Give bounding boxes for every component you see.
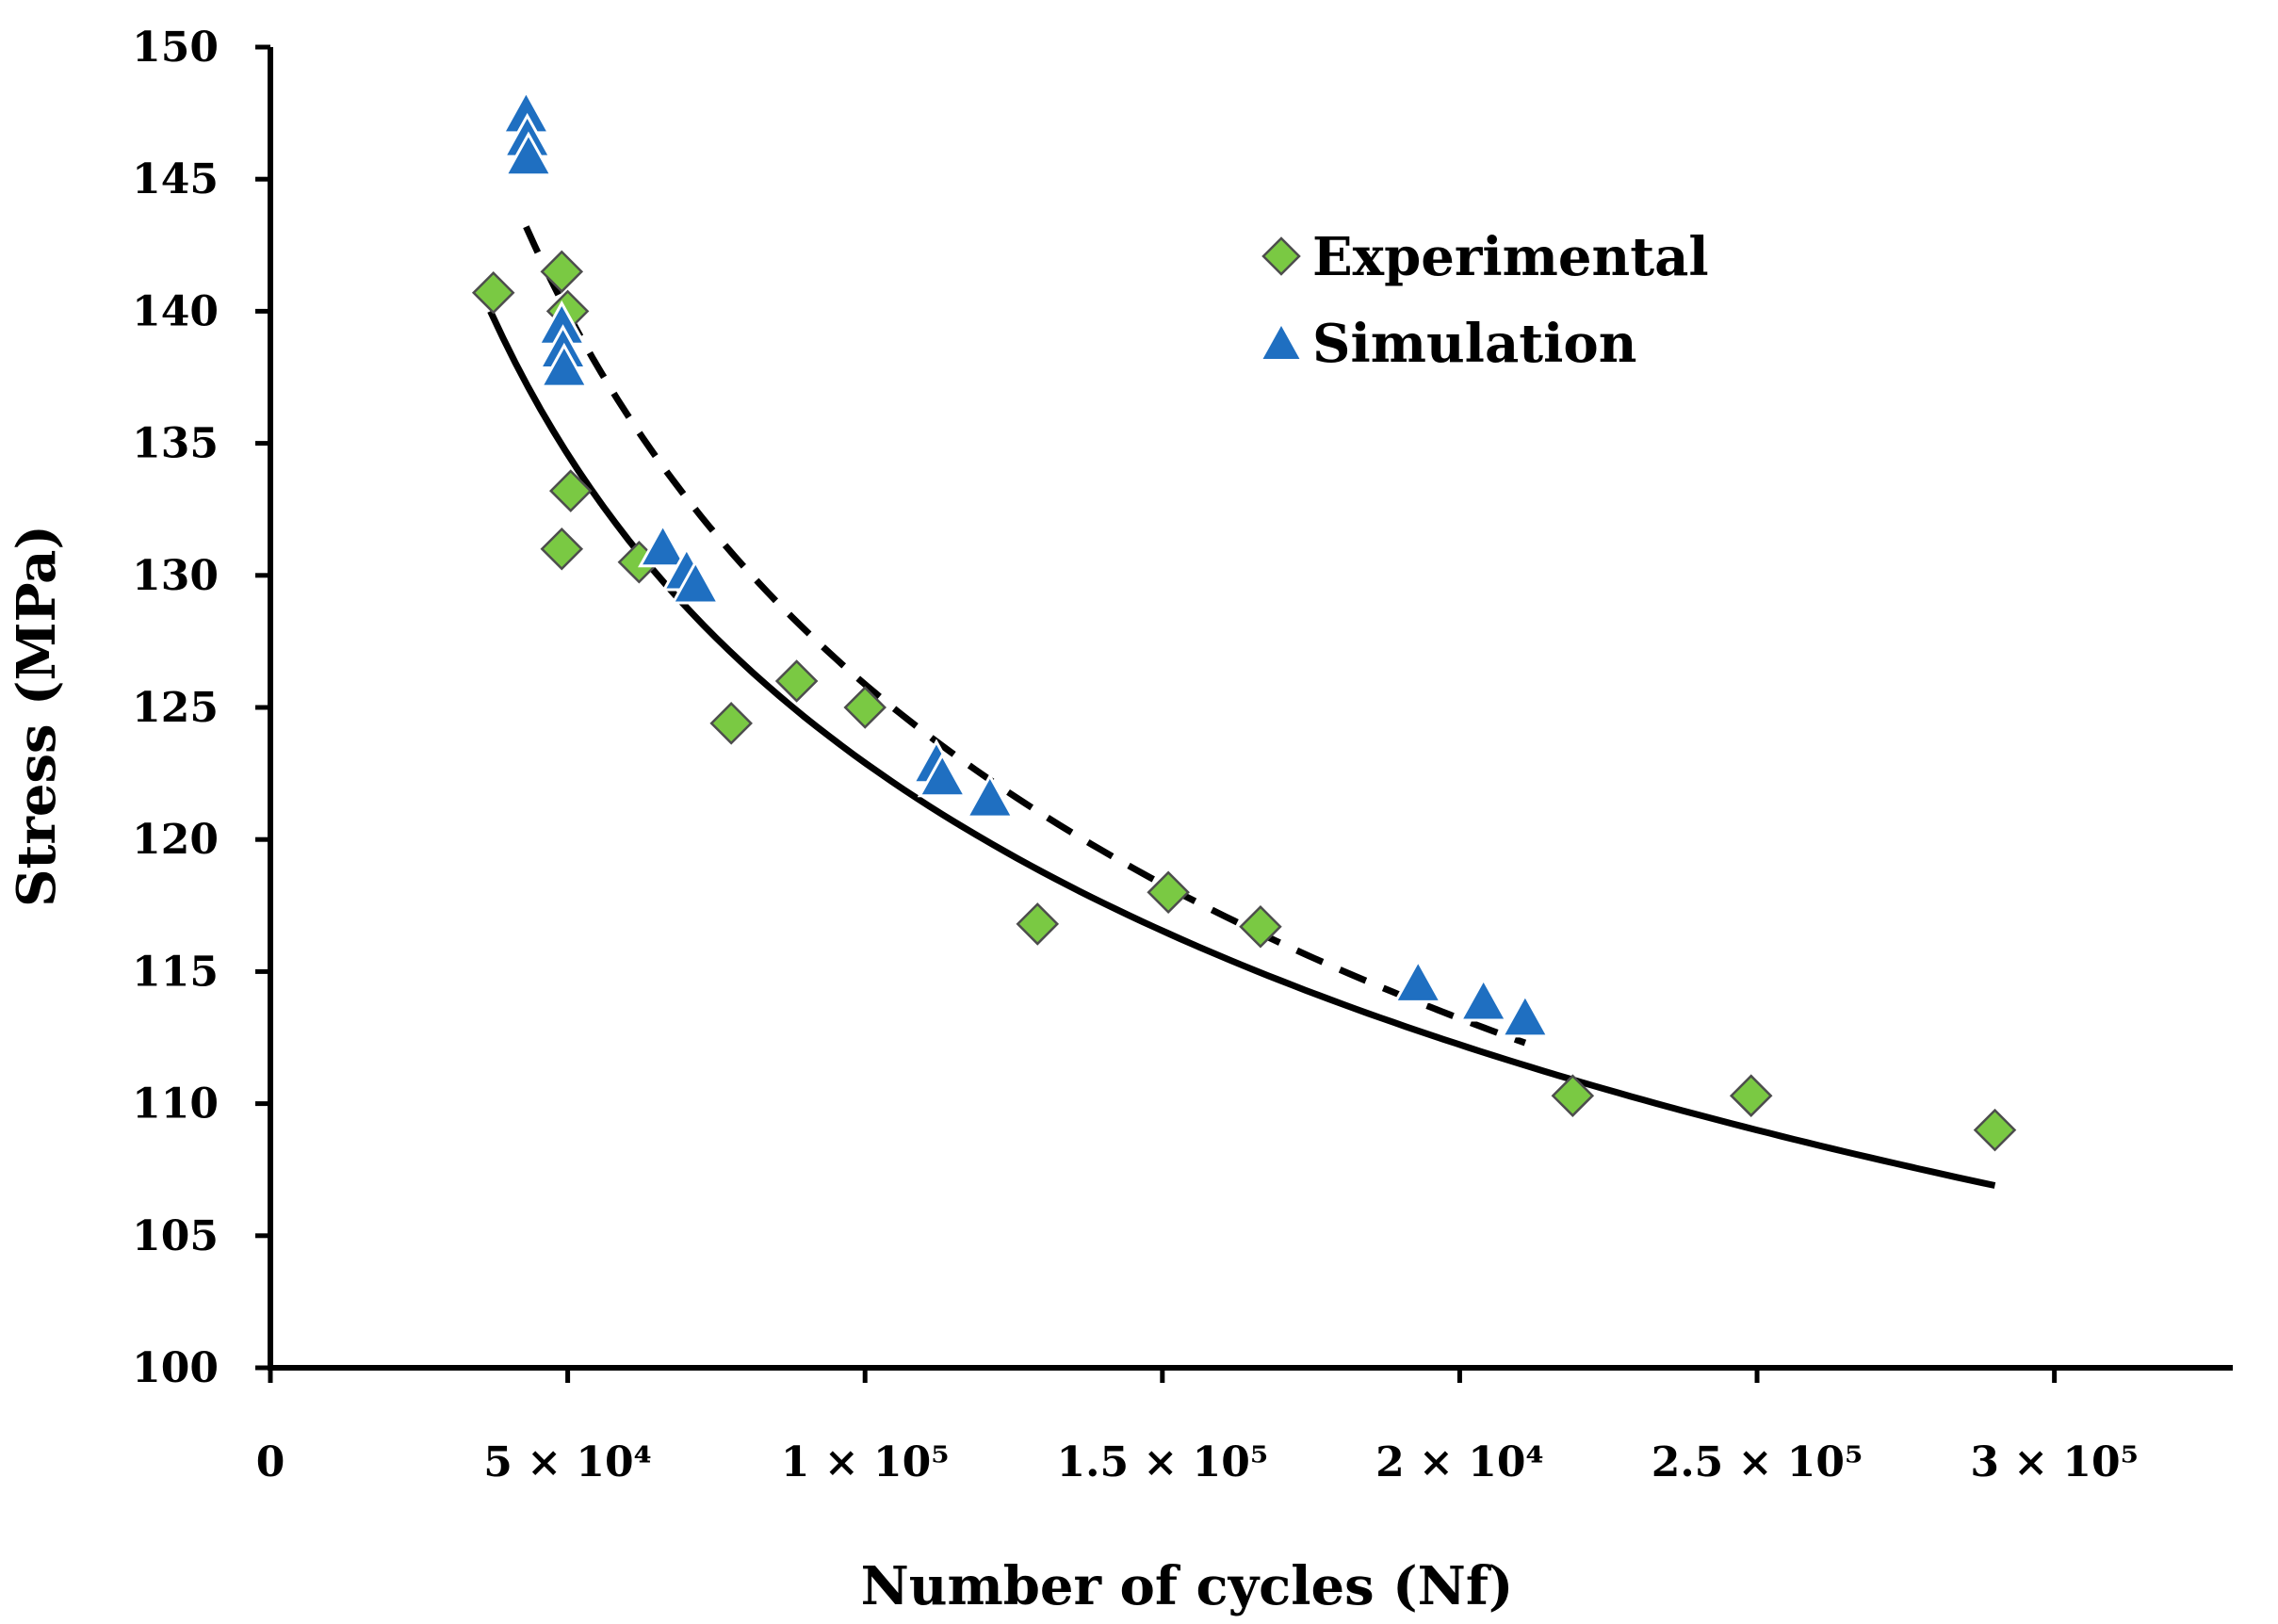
x-tick-label: 1 × 10⁵ [781, 1438, 950, 1486]
x-axis-label: Number of cycles (Nf) [861, 1555, 1514, 1617]
y-tick-label: 135 [132, 420, 219, 468]
simulation-point [503, 131, 554, 177]
experimental-point [1551, 1074, 1595, 1117]
x-tick-label: 5 × 10⁴ [483, 1438, 652, 1486]
y-tick-label: 100 [132, 1344, 219, 1392]
y-tick-label: 110 [132, 1080, 219, 1129]
y-tick-label: 140 [132, 287, 219, 335]
x-tick-label: 2.5 × 10⁵ [1652, 1438, 1863, 1486]
y-tick-label: 115 [132, 948, 219, 996]
x-tick-label: 1.5 × 10⁵ [1057, 1438, 1269, 1486]
simulation-point [917, 752, 968, 798]
simulation-point [1458, 976, 1509, 1022]
experimental-point [1729, 1074, 1773, 1117]
y-tick-label: 125 [132, 684, 219, 732]
legend-entry-experimental: Experimental [1261, 226, 1709, 288]
y-tick-label: 150 [132, 24, 219, 72]
experimental-point [1016, 902, 1060, 946]
experimental-point [1239, 904, 1282, 949]
x-tick-label: 2 × 10⁴ [1375, 1438, 1544, 1486]
legend-label-experimental: Experimental [1312, 226, 1709, 288]
data-points [471, 89, 2017, 1152]
experimental-point [540, 527, 584, 571]
trendline-solid [487, 309, 1996, 1189]
legend-entry-simulation: Simulation [1258, 313, 1636, 375]
simulation-point [638, 522, 689, 568]
series-experimental [471, 250, 2017, 1152]
simulation-point [965, 772, 1016, 819]
experimental-point [548, 469, 593, 512]
simulation-point [539, 342, 590, 388]
y-tick-label: 145 [132, 155, 219, 203]
experimental-point [709, 702, 753, 745]
x-tick-label: 3 × 10⁵ [1970, 1438, 2139, 1486]
simulation-point [1392, 958, 1443, 1003]
legend-marker-simulation [1258, 319, 1305, 362]
experimental-point [774, 659, 819, 703]
legend: Experimental Simulation [1258, 226, 1709, 375]
y-tick-label: 120 [132, 816, 219, 864]
experimental-point [1973, 1108, 2017, 1152]
simulation-point [670, 559, 721, 605]
trendlines [487, 225, 1996, 1189]
ticks: 100 105 110 115 120 125 130 135 140 145 150 0 5 × 10… [132, 24, 2139, 1486]
y-tick-label: 130 [132, 552, 219, 600]
legend-marker-experimental [1261, 236, 1301, 276]
experimental-point [843, 686, 887, 729]
y-axis-label: Stress (MPa) [6, 525, 68, 907]
x-tick-label: 0 [256, 1438, 285, 1486]
series-simulation [500, 89, 1551, 1038]
experimental-point [471, 271, 515, 315]
experimental-point [1147, 870, 1190, 915]
experimental-point [540, 250, 584, 294]
simulation-point [1500, 992, 1551, 1038]
trendline-dashed [523, 225, 1527, 1047]
legend-label-simulation: Simulation [1312, 313, 1636, 375]
y-tick-label: 105 [132, 1212, 219, 1260]
